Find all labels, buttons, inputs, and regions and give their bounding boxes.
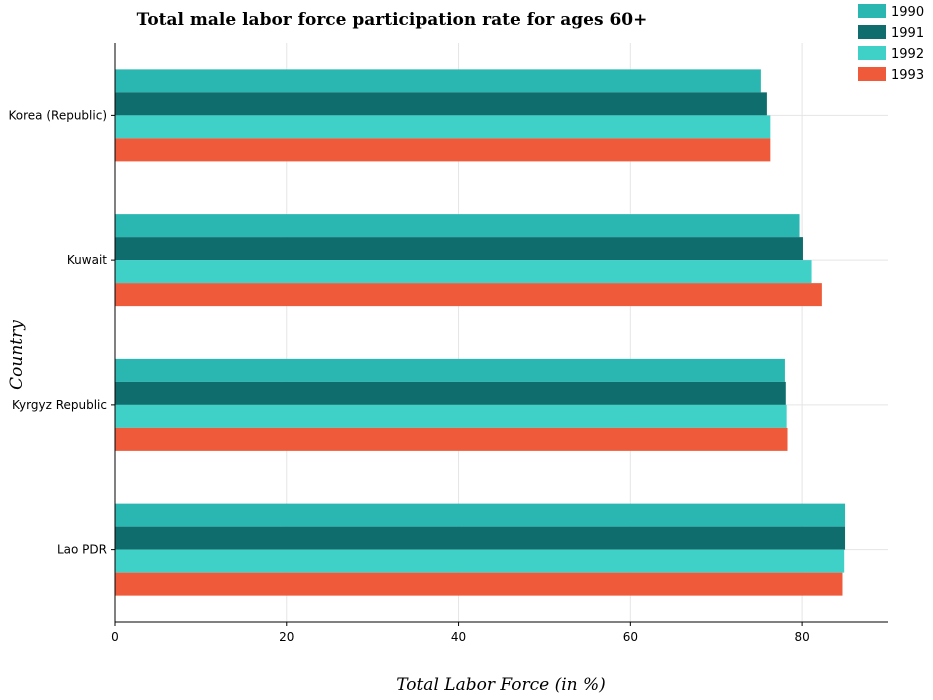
legend-label-1990: 1990 bbox=[891, 5, 924, 20]
x-tick-label: 20 bbox=[279, 630, 294, 644]
bar-1993-korea-republic bbox=[115, 138, 771, 162]
bar-1990-korea-republic bbox=[115, 69, 761, 93]
legend-label-1991: 1991 bbox=[891, 26, 924, 41]
bar-1991-korea-republic bbox=[115, 92, 767, 116]
y-axis-title: Country bbox=[7, 320, 27, 390]
legend-swatch-1993 bbox=[858, 67, 886, 81]
bar-1991-lao-pdr bbox=[115, 526, 846, 550]
chart-title: Total male labor force participation rat… bbox=[137, 10, 648, 30]
legend: 1990 1991 1992 1993 bbox=[858, 4, 924, 83]
bars bbox=[115, 69, 846, 596]
bar-1991-kuwait bbox=[115, 237, 803, 261]
x-tick-label: 0 bbox=[111, 630, 119, 644]
legend-swatch-1991 bbox=[858, 25, 886, 39]
bar-1992-korea-republic bbox=[115, 115, 771, 139]
legend-label-1993: 1993 bbox=[891, 68, 924, 83]
legend-swatch-1992 bbox=[858, 46, 886, 60]
bar-1990-kuwait bbox=[115, 214, 800, 238]
x-tick-label: 60 bbox=[623, 630, 638, 644]
bar-1992-kuwait bbox=[115, 260, 812, 284]
bar-1991-kyrgyz-republic bbox=[115, 381, 786, 405]
bar-1992-kyrgyz-republic bbox=[115, 404, 787, 428]
x-tick-label: 40 bbox=[451, 630, 466, 644]
axes: 0 20 40 60 80 Korea (Republic) Kuwait Kyrgyz Re… bbox=[9, 43, 888, 644]
y-tick-label: Kyrgyz Republic bbox=[12, 398, 107, 412]
x-tick-label: 80 bbox=[794, 630, 809, 644]
bar-1990-lao-pdr bbox=[115, 503, 846, 527]
bar-1992-lao-pdr bbox=[115, 549, 845, 573]
y-tick-label: Lao PDR bbox=[57, 543, 107, 557]
y-tick-label: Kuwait bbox=[67, 253, 107, 267]
y-tick-label: Korea (Republic) bbox=[9, 108, 107, 122]
legend-label-1992: 1992 bbox=[891, 47, 924, 62]
bar-1993-kuwait bbox=[115, 283, 822, 307]
bar-1990-kyrgyz-republic bbox=[115, 358, 785, 382]
bar-1993-kyrgyz-republic bbox=[115, 427, 788, 451]
bar-1993-lao-pdr bbox=[115, 572, 843, 596]
legend-swatch-1990 bbox=[858, 4, 886, 18]
x-axis-title: Total Labor Force (in %) bbox=[396, 675, 606, 695]
